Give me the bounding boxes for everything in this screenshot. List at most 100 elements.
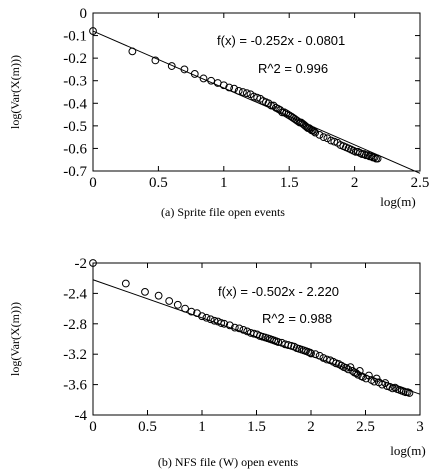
x-tick-label: 0 — [89, 175, 97, 191]
data-point — [307, 349, 315, 358]
data-point — [311, 350, 320, 359]
y-tick-label: -2 — [75, 256, 88, 272]
data-point — [238, 88, 247, 96]
data-point — [310, 127, 318, 136]
panel-a-x-axis-label: log(m) — [380, 194, 415, 209]
data-point — [373, 154, 382, 163]
y-tick-label: -0.6 — [63, 141, 87, 157]
data-point — [219, 81, 228, 90]
data-point — [264, 99, 273, 108]
data-point — [173, 300, 182, 309]
data-point — [243, 327, 252, 336]
y-tick-label: -2.8 — [63, 317, 87, 333]
panel-a-r2-value: R^2 = 0.996 — [258, 61, 328, 76]
panel-b-r2-value: R^2 = 0.988 — [262, 311, 332, 326]
data-point — [235, 324, 244, 333]
panel-b-points — [89, 259, 414, 397]
y-tick-label: -0.1 — [63, 29, 87, 45]
y-tick-label: -0.2 — [63, 51, 87, 67]
x-tick-label: 3 — [416, 419, 424, 435]
data-point — [319, 354, 328, 362]
data-point — [242, 89, 251, 98]
data-point — [239, 325, 248, 334]
panel-b-caption: (b) NFS file (W) open events — [158, 455, 299, 469]
data-point — [308, 126, 317, 135]
data-point — [280, 108, 289, 117]
data-point — [141, 287, 149, 296]
data-point — [306, 348, 314, 357]
data-point — [342, 363, 350, 372]
x-tick-label: 1.5 — [247, 419, 266, 435]
data-point — [344, 365, 353, 374]
y-tick-label: -4 — [75, 408, 88, 424]
x-tick-label: 0.5 — [149, 175, 168, 191]
panel-a-fit-line — [92, 30, 421, 174]
x-tick-label: 0 — [89, 419, 97, 435]
data-point — [181, 304, 190, 313]
data-point — [165, 297, 174, 305]
panel-b-x-axis-label: log(m) — [390, 443, 425, 458]
data-point — [167, 62, 176, 70]
data-point — [348, 367, 357, 375]
data-point — [346, 363, 355, 372]
x-tick-label: 2.5 — [356, 419, 375, 435]
panel-a: 0 0.5 1 1.5 2 2.5 0 -0.1 -0.2 -0.3 -0.4 -0.5 -0.6 -0.… — [8, 6, 429, 219]
data-point — [364, 371, 373, 380]
data-point — [198, 312, 206, 321]
data-point — [151, 56, 160, 65]
data-point — [315, 351, 324, 360]
panel-a-fit-equation: f(x) = -0.252x - 0.0801 — [217, 33, 345, 48]
y-tick-label: -3.6 — [63, 378, 87, 394]
panel-b-y-axis-label: log(Var(X(m))) — [8, 302, 22, 376]
x-tick-label: 1 — [198, 419, 206, 435]
data-point — [89, 27, 97, 35]
x-tick-label: 2.5 — [411, 175, 430, 191]
data-point — [210, 316, 219, 325]
data-point — [128, 47, 137, 56]
data-point — [121, 279, 130, 288]
y-tick-label: -2.4 — [63, 286, 87, 302]
data-point — [319, 133, 328, 142]
data-point — [225, 321, 234, 330]
panel-a-points — [89, 27, 382, 163]
data-point — [206, 315, 215, 324]
regression-line — [92, 30, 421, 174]
data-point — [276, 106, 285, 114]
data-point — [154, 291, 163, 300]
data-point — [358, 150, 366, 158]
data-point — [274, 338, 283, 346]
data-point — [267, 101, 276, 110]
y-tick-label: -0.5 — [63, 119, 87, 135]
data-point — [405, 389, 414, 397]
y-tick-label: -3.2 — [63, 347, 87, 363]
x-tick-label: 0.5 — [138, 419, 157, 435]
data-point — [180, 65, 189, 74]
y-tick-label: -0.3 — [63, 74, 87, 90]
data-point — [217, 319, 226, 327]
data-point — [199, 74, 208, 83]
panel-a-y-axis-label: log(Var(X(m))) — [8, 55, 22, 129]
y-tick-label: 0 — [80, 6, 88, 22]
data-point — [207, 76, 216, 85]
data-point — [372, 374, 381, 383]
data-point — [190, 70, 199, 78]
data-point — [220, 319, 229, 328]
data-point — [89, 259, 97, 267]
panel-b-ticks: 0 0.5 1 1.5 2 2.5 3 -2 -2.4 -2.8 -3.2 -3.6 -4 — [63, 256, 424, 435]
x-tick-label: 2 — [307, 419, 315, 435]
data-point — [284, 341, 293, 349]
panel-b-fit-equation: f(x) = -0.502x - 2.220 — [218, 284, 339, 299]
data-point — [225, 83, 234, 92]
panel-a-ticks: 0 0.5 1 1.5 2 2.5 0 -0.1 -0.2 -0.3 -0.4 -0.5 -0.6 -0.… — [63, 6, 429, 191]
data-point — [337, 361, 346, 370]
x-tick-label: 1.5 — [280, 175, 299, 191]
data-point — [230, 84, 239, 93]
data-point — [234, 86, 243, 95]
data-point — [187, 307, 196, 316]
data-point — [202, 313, 211, 322]
panel-a-caption: (a) Sprite file open events — [161, 205, 285, 219]
panel-a-frame — [92, 12, 421, 172]
data-point — [311, 128, 320, 137]
y-tick-label: -0.7 — [63, 164, 87, 180]
